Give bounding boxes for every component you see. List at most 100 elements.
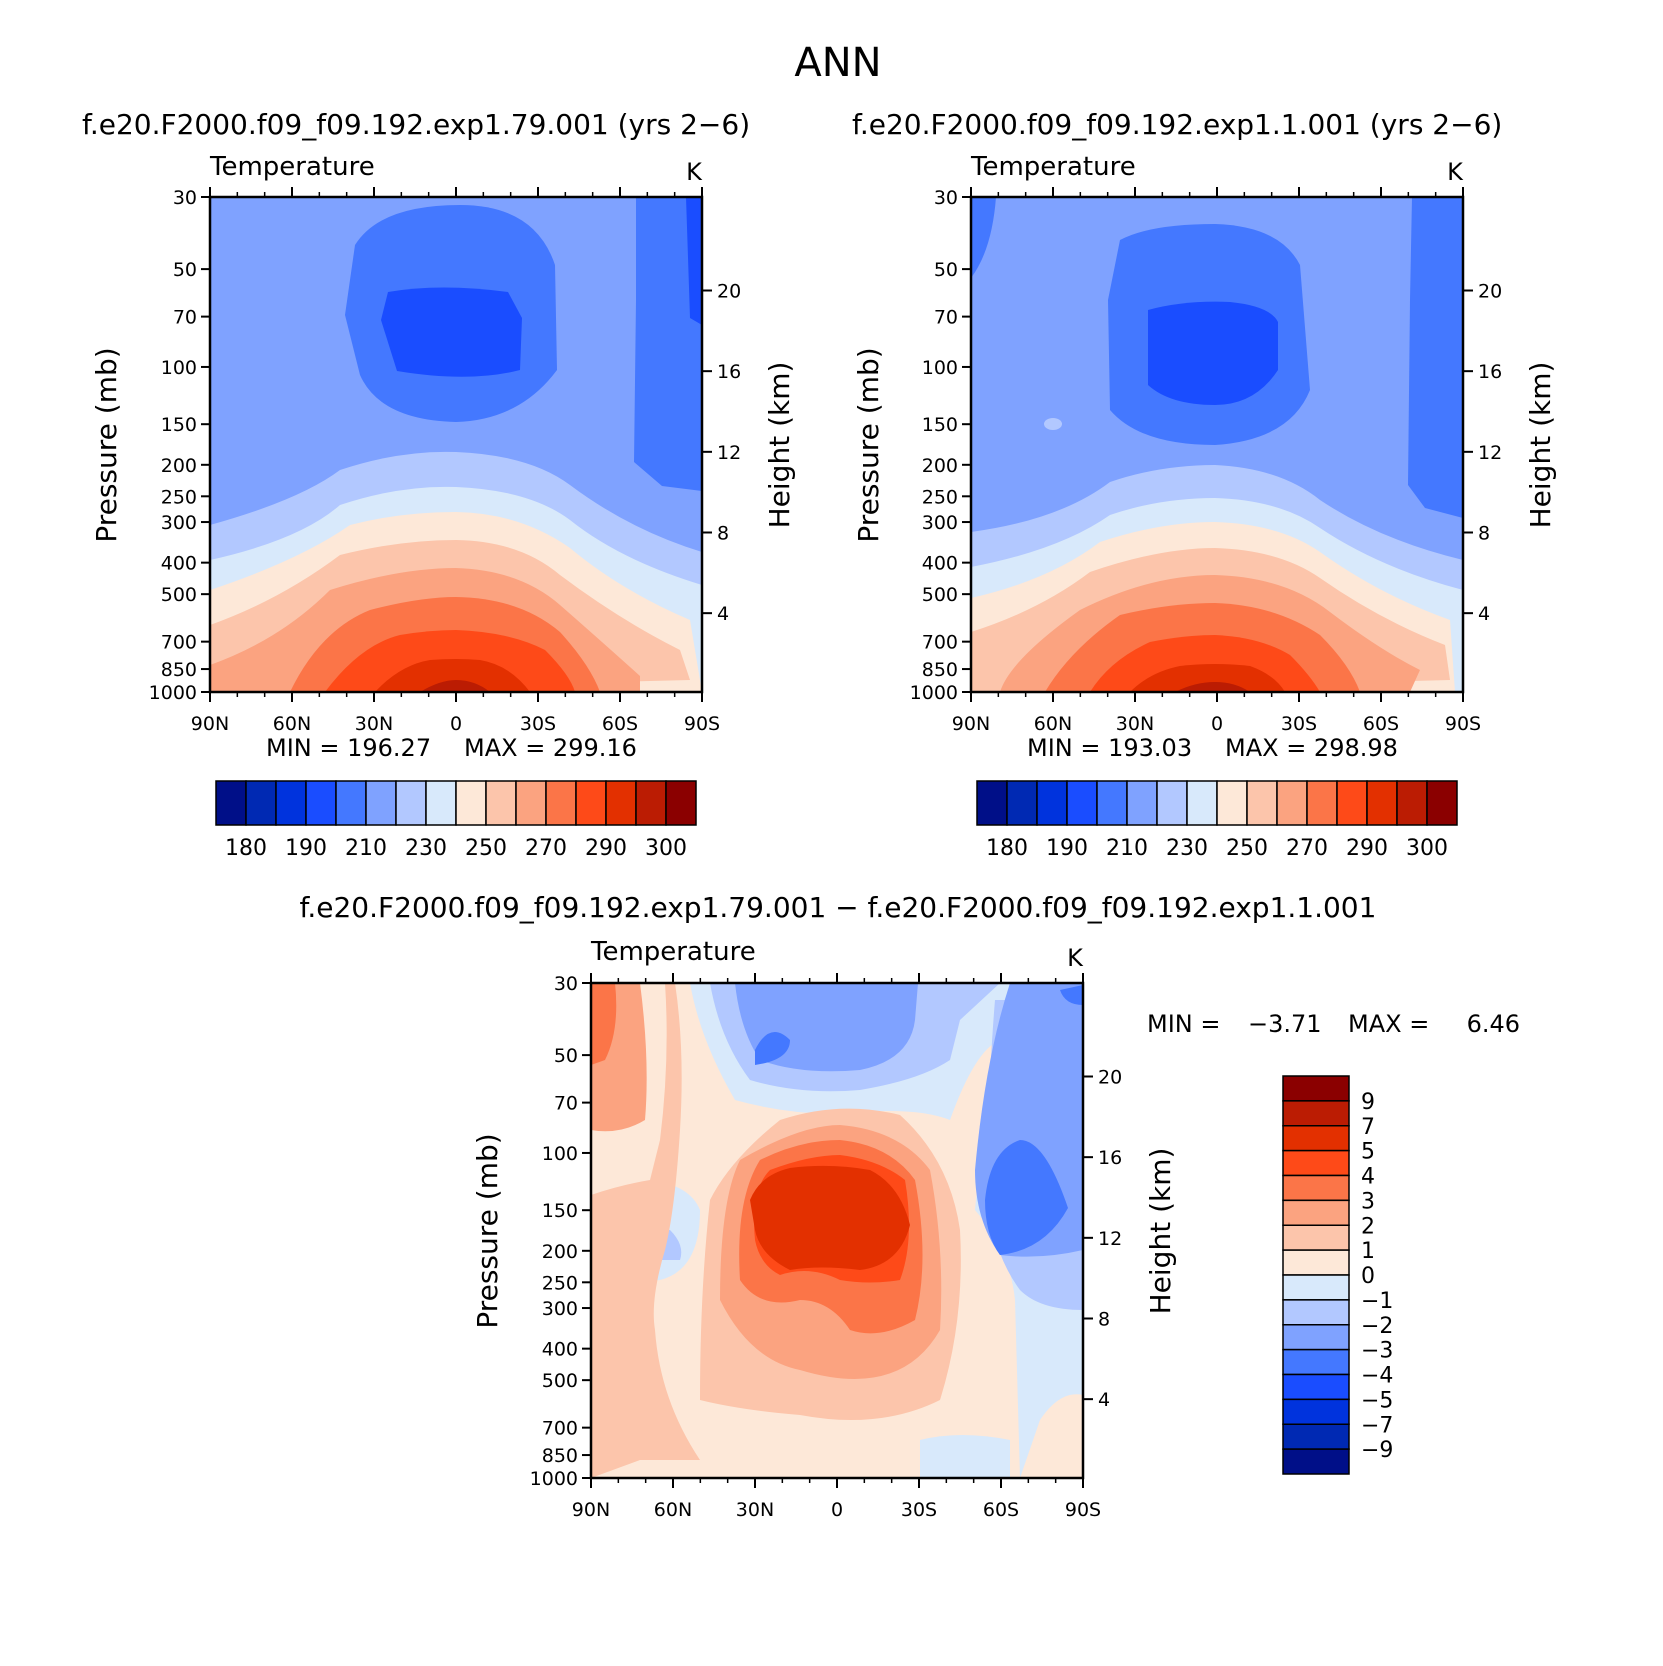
panel-a-ytick-label: 200 bbox=[161, 455, 197, 477]
panel-diff-colorbar-label: 3 bbox=[1361, 1189, 1375, 1214]
panel-a-units: K bbox=[686, 158, 703, 186]
panel-b-ytick-label: 30 bbox=[934, 187, 958, 209]
panel-a-colorbar-label: 190 bbox=[285, 836, 327, 861]
panel-a-colorbar-swatch bbox=[245, 780, 277, 826]
panel-diff-xtick-label: 0 bbox=[831, 1499, 843, 1521]
panel-diff-colorbar-label: −4 bbox=[1361, 1364, 1393, 1389]
panel-b-xtick-label: 0 bbox=[1211, 713, 1223, 735]
panel-b-colorbar-label: 190 bbox=[1046, 836, 1088, 861]
panel-a-colorbar-swatch bbox=[395, 780, 427, 826]
panel-b-colorbar-label: 230 bbox=[1166, 836, 1208, 861]
panel-diff-xtick-label: 90S bbox=[1065, 1499, 1101, 1521]
panel-b-height-tick-label: 16 bbox=[1478, 361, 1502, 383]
panel-a-ytick-label: 70 bbox=[173, 307, 197, 329]
panel-a-header: f.e20.F2000.f09_f09.192.exp1.79.001 (yrs… bbox=[82, 108, 750, 141]
panel-diff-colorbar-label: 1 bbox=[1361, 1239, 1375, 1264]
panel-diff-colorbar-swatch bbox=[1282, 1149, 1350, 1177]
panel-b-colorbar-swatch bbox=[1306, 780, 1338, 826]
panel-diff-colorbar-swatch bbox=[1282, 1423, 1350, 1450]
panel-a-xtick-label: 60S bbox=[602, 713, 638, 735]
panel-a-height-tick-label: 16 bbox=[717, 361, 741, 383]
panel-b-height-tick-label: 12 bbox=[1478, 442, 1502, 464]
panel-b-colorbar-label: 250 bbox=[1226, 836, 1268, 861]
panel-b-ylabel: Pressure (mb) bbox=[852, 347, 885, 542]
panel-diff-ytick-label: 250 bbox=[542, 1272, 578, 1294]
panel-diff-height-tick-label: 12 bbox=[1098, 1228, 1122, 1250]
panel-diff-colorbar-swatch bbox=[1282, 1373, 1350, 1401]
panel-diff-colorbar-swatch bbox=[1282, 1324, 1350, 1351]
page-title: ANN bbox=[794, 40, 881, 86]
panel-a-xtick-label: 90N bbox=[191, 713, 229, 735]
panel-b-colorbar-swatch bbox=[1126, 780, 1158, 826]
panel-b-ylabel-right: Height (km) bbox=[1524, 362, 1557, 529]
panel-a-colorbar-swatch bbox=[485, 780, 517, 826]
panel-a-colorbar-swatch bbox=[215, 780, 247, 826]
panel-a-colorbar-label: 180 bbox=[225, 836, 267, 861]
panel-a-xtick-label: 90S bbox=[684, 713, 720, 735]
panel-a-ytick-label: 100 bbox=[161, 357, 197, 379]
panel-b-ytick-label: 150 bbox=[922, 414, 958, 436]
panel-diff-xtick-label: 90N bbox=[572, 1499, 610, 1521]
panel-diff-colorbar-label: −2 bbox=[1361, 1314, 1393, 1339]
panel-b-colorbar-label: 270 bbox=[1286, 836, 1328, 861]
panel-a-colorbar-swatch bbox=[665, 780, 697, 826]
panel-b-colorbar-label: 180 bbox=[986, 836, 1028, 861]
panel-a-colorbar-swatch bbox=[305, 780, 337, 826]
panel-a-ylabel: Pressure (mb) bbox=[90, 347, 123, 542]
panel-b-colorbar-swatch bbox=[1186, 780, 1218, 826]
panel-diff-height-tick-label: 16 bbox=[1098, 1147, 1122, 1169]
panel-diff-header: f.e20.F2000.f09_f09.192.exp1.79.001 − f.… bbox=[300, 891, 1377, 924]
panel-b-max: MAX = 298.98 bbox=[1225, 734, 1398, 762]
panel-b-colorbar-swatch bbox=[1216, 780, 1248, 826]
panel-a-xtick-label: 60N bbox=[273, 713, 311, 735]
panel-a-title: Temperature bbox=[209, 152, 375, 182]
panel-b-colorbar-label: 210 bbox=[1106, 836, 1148, 861]
panel-diff-ytick-label: 50 bbox=[554, 1045, 578, 1067]
panel-a-colorbar-label: 290 bbox=[585, 836, 627, 861]
panel-b-colorbar-swatch bbox=[1396, 780, 1428, 826]
panel-b-colorbar-label: 290 bbox=[1346, 836, 1388, 861]
panel-diff-height-tick-label: 4 bbox=[1098, 1389, 1110, 1411]
panel-a-height-tick-label: 4 bbox=[717, 603, 729, 625]
panel-a-ytick-label: 400 bbox=[161, 553, 197, 575]
panel-diff-ytick-label: 1000 bbox=[530, 1468, 578, 1490]
panel-a-ytick-label: 150 bbox=[161, 414, 197, 436]
panel-a-ytick-label: 50 bbox=[173, 259, 197, 281]
panel-a-ytick-label: 1000 bbox=[149, 682, 197, 704]
panel-a-ytick-label: 250 bbox=[161, 486, 197, 508]
panel-b-ytick-label: 400 bbox=[922, 553, 958, 575]
panel-diff-colorbar-label: 9 bbox=[1361, 1090, 1375, 1115]
panel-diff-title: Temperature bbox=[590, 937, 756, 967]
panel-a-colorbar-label: 210 bbox=[345, 836, 387, 861]
panel-a-colorbar-swatch bbox=[575, 780, 607, 826]
panel-diff-xtick-label: 30S bbox=[901, 1499, 937, 1521]
panel-diff-ytick-label: 100 bbox=[542, 1143, 578, 1165]
panel-a-ytick-label: 30 bbox=[173, 187, 197, 209]
panel-b-height-tick-label: 8 bbox=[1478, 522, 1490, 544]
panel-diff-ytick-label: 400 bbox=[542, 1339, 578, 1361]
panel-b-ytick-label: 70 bbox=[934, 307, 958, 329]
panel-b-colorbar-swatch bbox=[1096, 780, 1128, 826]
panel-b-ytick-label: 300 bbox=[922, 512, 958, 534]
panel-diff-colorbar-label: −9 bbox=[1361, 1438, 1393, 1463]
panel-diff-max-label: MAX = bbox=[1348, 1010, 1429, 1038]
panel-diff-height-tick-label: 8 bbox=[1098, 1308, 1110, 1330]
panel-b-colorbar-swatch bbox=[1366, 780, 1398, 826]
panel-b-header: f.e20.F2000.f09_f09.192.exp1.1.001 (yrs … bbox=[852, 108, 1502, 141]
panel-b-colorbar-swatch bbox=[1006, 780, 1038, 826]
panel-a-xtick-label: 30N bbox=[355, 713, 393, 735]
panel-b-xtick-label: 60S bbox=[1363, 713, 1399, 735]
panel-diff-xtick-label: 30N bbox=[736, 1499, 774, 1521]
panel-b-xtick-label: 30N bbox=[1116, 713, 1154, 735]
panel-diff-ytick-label: 30 bbox=[554, 973, 578, 995]
panel-diff-colorbar-swatch bbox=[1282, 1125, 1350, 1152]
panel-a-ytick-label: 500 bbox=[161, 584, 197, 606]
panel-a-xtick-label: 0 bbox=[450, 713, 462, 735]
panel-diff-colorbar-swatch bbox=[1282, 1100, 1350, 1127]
panel-b-xtick-label: 60N bbox=[1034, 713, 1072, 735]
panel-diff-colorbar-label: 7 bbox=[1361, 1115, 1375, 1140]
panel-b-colorbar-swatch bbox=[976, 780, 1008, 826]
panel-diff-xtick-label: 60N bbox=[654, 1499, 692, 1521]
